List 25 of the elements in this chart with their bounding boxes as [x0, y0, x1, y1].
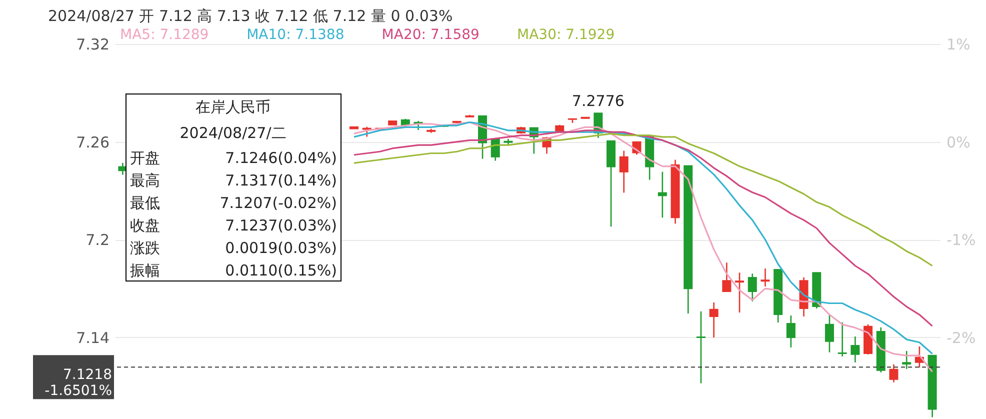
annotation: 7.1207(-0.02%): [220, 194, 337, 212]
text: MA5: 7.1289: [120, 27, 209, 43]
annotation: 0.0019(0.03%): [225, 239, 337, 257]
annotation: 7.1317(0.14%): [225, 172, 337, 190]
y-tick-label: 7.2: [86, 231, 110, 250]
text: MA20: 7.1589: [382, 27, 480, 43]
annotation: 涨跌: [130, 239, 160, 257]
annotation: 最低: [130, 194, 160, 212]
annotation: 收盘: [130, 216, 160, 234]
chart-title: 2024/08/27 开 7.12 高 7.13 收 7.12 低 7.12 量 0 0.03%: [48, 7, 453, 25]
y-tick-label: 7.26: [76, 133, 110, 152]
text: MA30: 7.1929: [517, 27, 615, 43]
y-tick-label: 7.14: [76, 328, 110, 347]
annotation: 振幅: [130, 262, 160, 280]
annotation: 7.1246(0.04%): [225, 149, 337, 167]
annotation: 0.0110(0.15%): [225, 262, 337, 280]
annotation: 7.2776: [572, 92, 624, 110]
annotation: 最高: [130, 172, 160, 190]
annotation: 开盘: [130, 149, 160, 167]
annotation: 在岸人民币: [196, 98, 270, 116]
annotation: 7.1237(0.03%): [225, 216, 337, 234]
text: MA10: 7.1388: [246, 27, 344, 43]
ref-line-label: 7.1218 -1.6501%: [44, 367, 112, 400]
y-tick-label: 7.32: [76, 36, 110, 54]
annotation: 2024/08/27/二: [180, 124, 286, 142]
